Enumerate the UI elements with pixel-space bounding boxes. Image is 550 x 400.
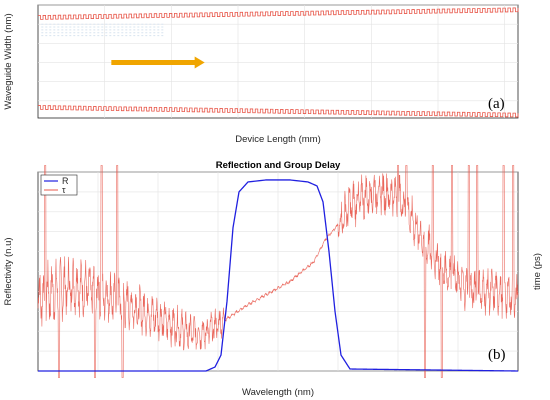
x-axis-label: Wavelength (nm) [242, 387, 314, 398]
panel-label: (a) [488, 96, 505, 112]
y-axis-label: Waveguide Width (nm) [3, 13, 14, 109]
panel-label: (b) [488, 347, 506, 363]
legend-entry-r: R [62, 176, 69, 186]
annotation [111, 56, 205, 69]
reflection-group-delay-chart: Reflection and Group Delay Wavelength (n… [3, 160, 543, 398]
series [38, 7, 519, 118]
series [37, 165, 519, 378]
grid [38, 171, 518, 372]
legend-box [40, 174, 78, 196]
y-axis-label: Reflectivity (n.u) [3, 237, 14, 305]
reflectivity-line [38, 179, 519, 372]
x-axis-label: Device Length (mm) [235, 134, 321, 145]
legend: R τ [40, 174, 78, 196]
tau-line [37, 165, 519, 378]
y2-axis-label: time (ps) [532, 253, 543, 290]
waveguide-width-chart: Device Length (mm) Waveguide Width (nm) … [3, 4, 519, 145]
direction-arrow-head [194, 56, 205, 69]
lower-edge-line [38, 105, 519, 118]
legend-entry-tau: τ [62, 185, 66, 195]
upper-edge-line [38, 7, 519, 20]
chart-title: Reflection and Group Delay [216, 160, 341, 171]
